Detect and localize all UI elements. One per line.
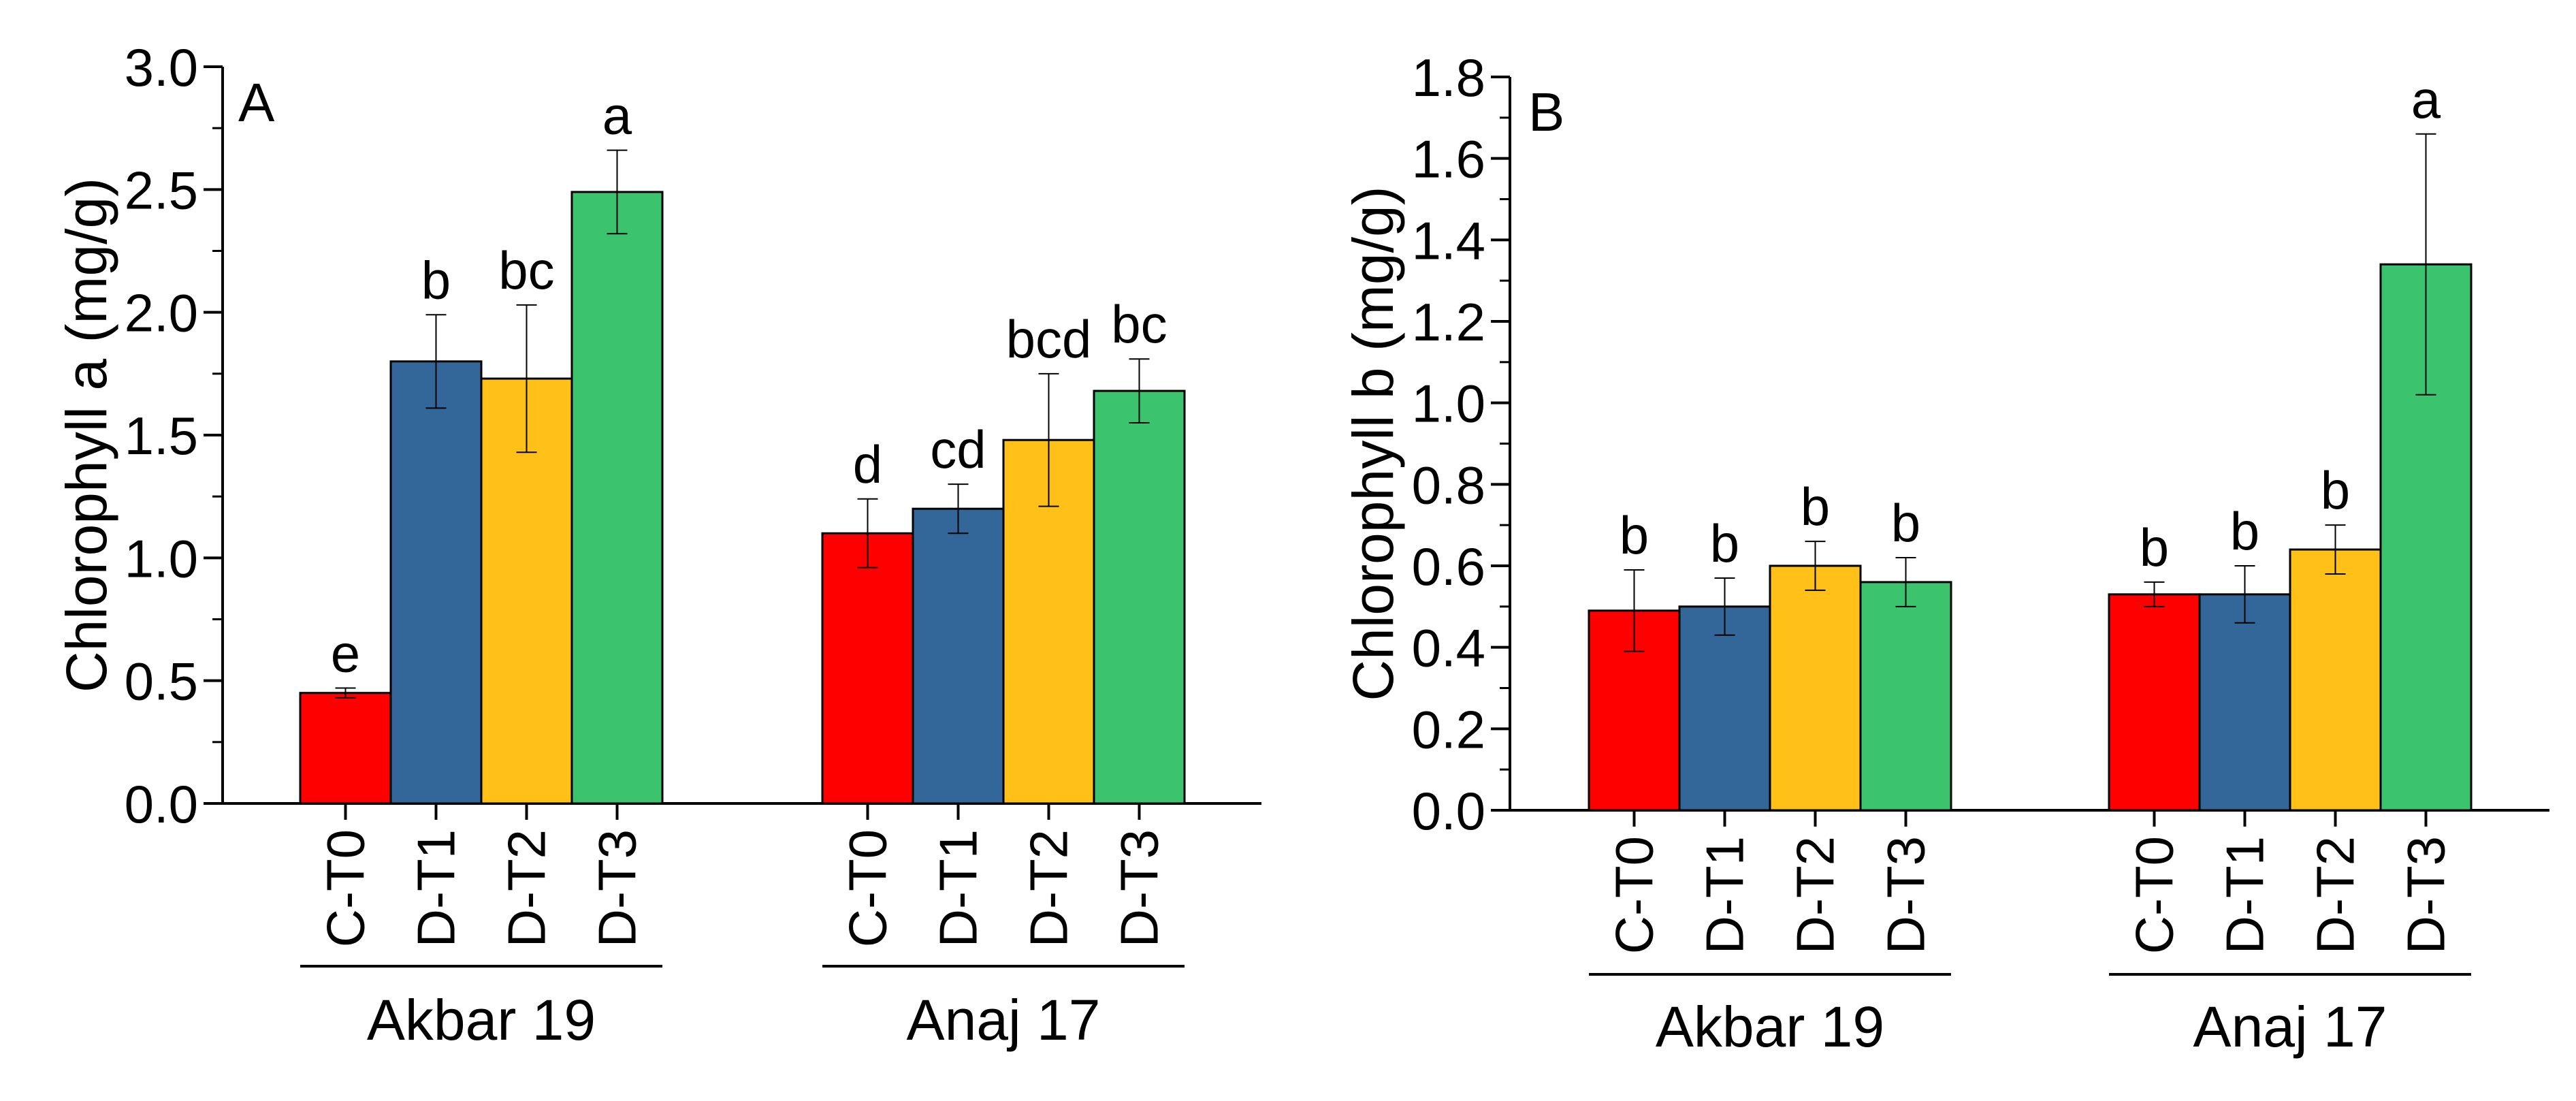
x-tick-label: D-T3 bbox=[587, 829, 647, 947]
group-label: Akbar 19 bbox=[367, 988, 596, 1052]
significance-letter: bc bbox=[498, 240, 554, 300]
significance-letter: bc bbox=[1111, 294, 1167, 354]
significance-letter: b bbox=[2140, 517, 2169, 577]
x-tick-label: D-T3 bbox=[1876, 836, 1936, 954]
y-axis-title: Chlorophyll a (mg/g) bbox=[54, 178, 118, 692]
bar-d-t3 bbox=[1093, 389, 1186, 805]
panel-letter: B bbox=[1528, 82, 1564, 142]
y-tick-label: 0.6 bbox=[1412, 537, 1485, 596]
x-tick-label: C-T0 bbox=[316, 829, 376, 947]
group-label: Anaj 17 bbox=[2193, 995, 2387, 1059]
bar-c-t0 bbox=[299, 692, 392, 805]
y-tick-label: 1.4 bbox=[1412, 210, 1485, 270]
bar-c-t0 bbox=[2108, 593, 2201, 812]
significance-letter: b bbox=[1710, 513, 1739, 573]
panel-b-chlorophyll-b: 0.0 0.2 0.4 0.6 0.8 1.0 1.2 1.4 1.6 1.8 Chlorophyl… bbox=[1341, 48, 2549, 1059]
y-tick-label: 1.0 bbox=[125, 528, 198, 588]
bar-d-t1 bbox=[2198, 593, 2291, 812]
bar-d-t1 bbox=[1678, 605, 1771, 812]
y-tick-label: 1.0 bbox=[1412, 374, 1485, 434]
group-label: Akbar 19 bbox=[1656, 995, 1884, 1059]
y-tick-label: 0.4 bbox=[1412, 618, 1485, 678]
significance-letter: b bbox=[1801, 477, 1830, 537]
x-tick-label: D-T2 bbox=[497, 829, 557, 947]
x-tick-label: D-T2 bbox=[1019, 829, 1079, 947]
significance-letter: a bbox=[602, 86, 632, 146]
y-tick-label: 3.0 bbox=[125, 37, 198, 97]
y-tick-label: 1.2 bbox=[1412, 292, 1485, 352]
bar-d-t2 bbox=[2289, 548, 2382, 812]
panel-a-chlorophyll-a: 0.0 0.5 1.0 1.5 2.0 2.5 3.0 Chlorophyll a (mg/g… bbox=[54, 37, 1261, 1052]
y-tick-label: 2.5 bbox=[125, 160, 198, 220]
bar-d-t1 bbox=[912, 507, 1005, 805]
significance-letter: cd bbox=[930, 419, 986, 479]
significance-letter: b bbox=[2230, 501, 2259, 561]
significance-letter: b bbox=[2321, 460, 2350, 520]
x-tick-label: D-T2 bbox=[2306, 836, 2366, 954]
panel-letter: A bbox=[238, 72, 275, 133]
significance-letter: b bbox=[1891, 493, 1920, 553]
significance-letter: d bbox=[853, 434, 882, 494]
x-tick-label: C-T0 bbox=[2125, 836, 2185, 954]
y-tick-label: 1.6 bbox=[1412, 129, 1485, 189]
y-tick-label: 2.0 bbox=[125, 283, 198, 343]
y-tick-label: 0.0 bbox=[125, 774, 198, 834]
x-tick-label: D-T1 bbox=[1695, 836, 1755, 954]
y-tick-label: 1.5 bbox=[125, 406, 198, 466]
significance-letter: b bbox=[421, 250, 451, 310]
y-tick-label: 1.8 bbox=[1412, 48, 1485, 108]
y-tick-label: 0.0 bbox=[1412, 781, 1485, 841]
y-axis-title: Chlorophyll b (mg/g) bbox=[1341, 186, 1405, 701]
bar-d-t2 bbox=[1769, 564, 1862, 812]
x-tick-label: D-T3 bbox=[2396, 836, 2456, 954]
y-tick-label: 0.8 bbox=[1412, 455, 1485, 515]
x-tick-label: D-T1 bbox=[929, 829, 988, 947]
bar-d-t3 bbox=[570, 191, 664, 805]
y-tick-label: 0.2 bbox=[1412, 699, 1485, 759]
x-tick-label: C-T0 bbox=[838, 829, 898, 947]
x-tick-label: D-T1 bbox=[2215, 836, 2275, 954]
x-tick-label: C-T0 bbox=[1605, 836, 1664, 954]
x-tick-label: D-T2 bbox=[1786, 836, 1846, 954]
x-tick-label: D-T1 bbox=[406, 829, 466, 947]
significance-letter: b bbox=[1620, 505, 1649, 565]
significance-letter: e bbox=[331, 623, 360, 683]
y-tick-label: 0.5 bbox=[125, 652, 198, 712]
bar-d-t1 bbox=[389, 360, 483, 805]
bar-d-t3 bbox=[1859, 581, 1952, 812]
bar-c-t0 bbox=[821, 532, 914, 805]
significance-letter: a bbox=[2411, 69, 2441, 129]
significance-letter: bcd bbox=[1006, 309, 1092, 369]
x-tick-label: D-T3 bbox=[1110, 829, 1170, 947]
group-label: Anaj 17 bbox=[907, 988, 1101, 1052]
